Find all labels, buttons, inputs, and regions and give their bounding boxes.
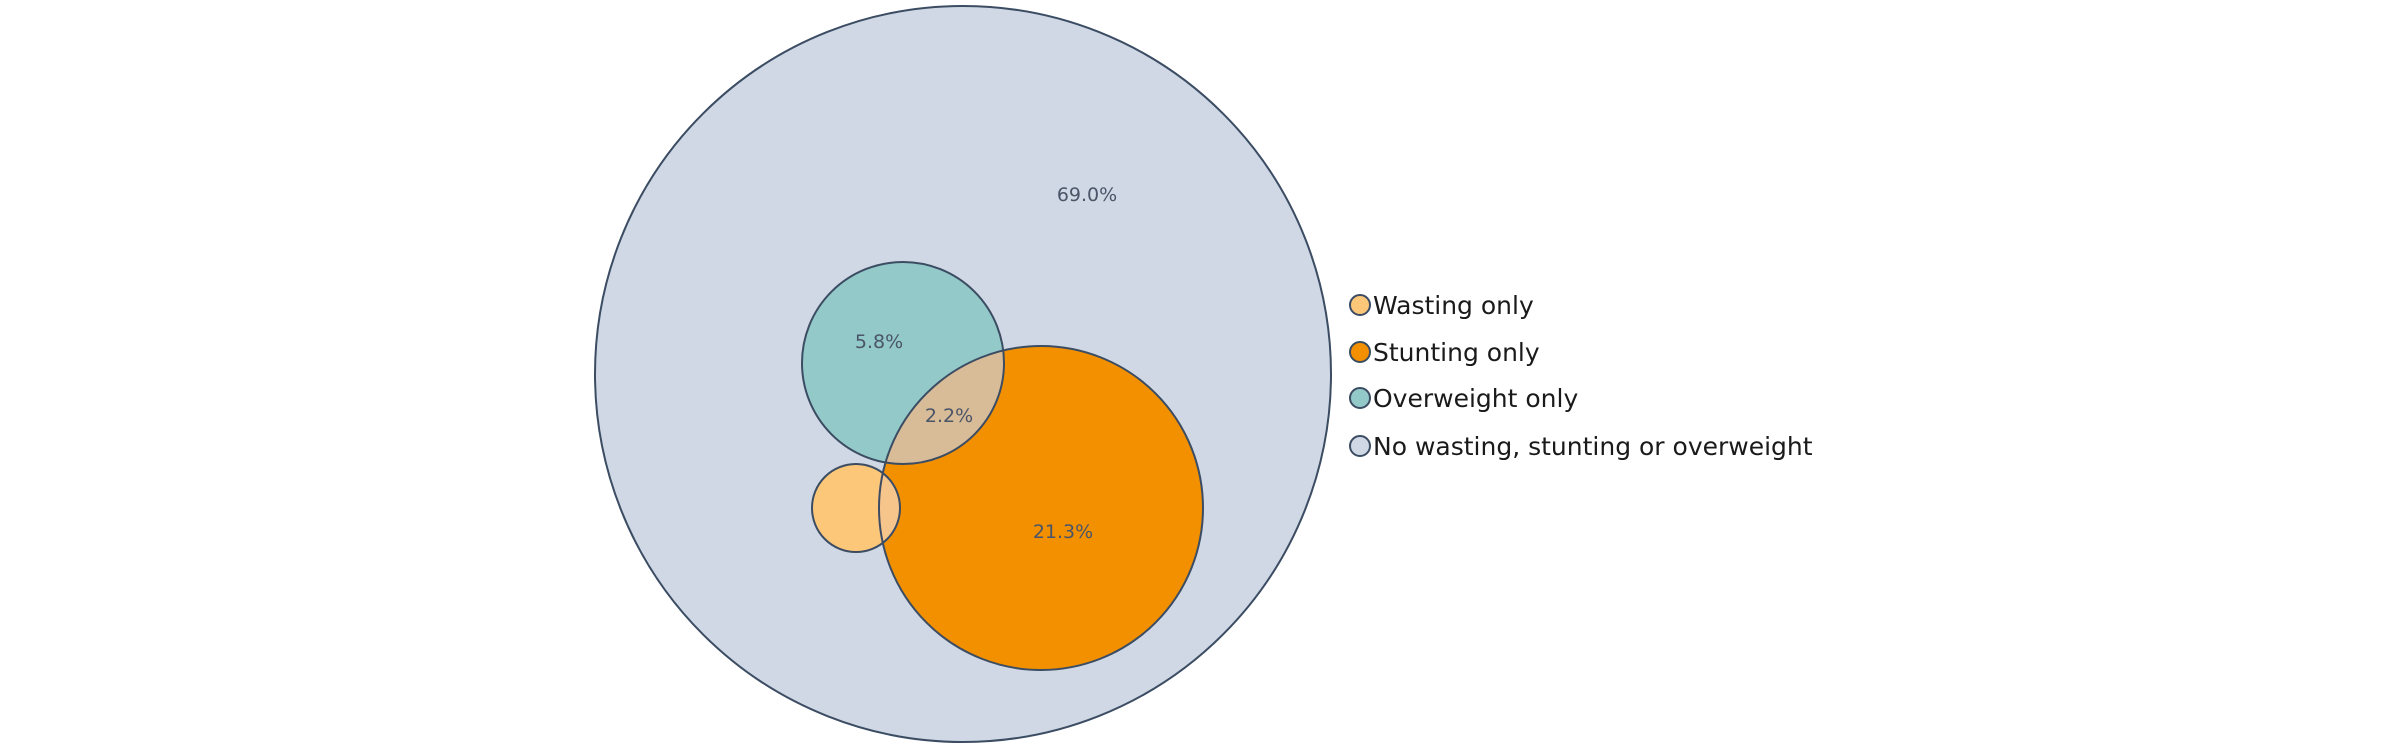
wasting-outline (811, 463, 901, 553)
legend-item-stunting: Stunting only (1349, 338, 1540, 367)
region-label-overweight-only: 5.8% (855, 331, 903, 353)
legend-swatch-stunting (1349, 341, 1371, 363)
legend-swatch-overweight (1349, 387, 1371, 409)
circle-outlines (801, 261, 1204, 671)
legend-label-wasting: Wasting only (1373, 291, 1534, 320)
legend-label-stunting: Stunting only (1373, 338, 1540, 367)
wasting-circle (812, 464, 900, 552)
legend-item-overweight: Overweight only (1349, 384, 1578, 413)
region-label-overweight-stunting: 2.2% (925, 405, 973, 427)
stunting-outline (878, 345, 1204, 671)
legend-item-none: No wasting, stunting or overweight (1349, 432, 1813, 461)
region-label-none: 69.0% (1057, 184, 1117, 206)
legend-label-none: No wasting, stunting or overweight (1373, 432, 1813, 461)
legend-label-overweight: Overweight only (1373, 384, 1578, 413)
legend: Wasting only Stunting only Overweight on… (1349, 291, 1813, 461)
region-label-stunting-only: 21.3% (1033, 521, 1093, 543)
overweight-stunting-overlap (879, 346, 1004, 464)
overweight-outline (801, 261, 1005, 465)
legend-swatch-wasting (1349, 294, 1371, 316)
legend-item-wasting: Wasting only (1349, 291, 1534, 320)
legend-swatch-none (1349, 435, 1371, 457)
